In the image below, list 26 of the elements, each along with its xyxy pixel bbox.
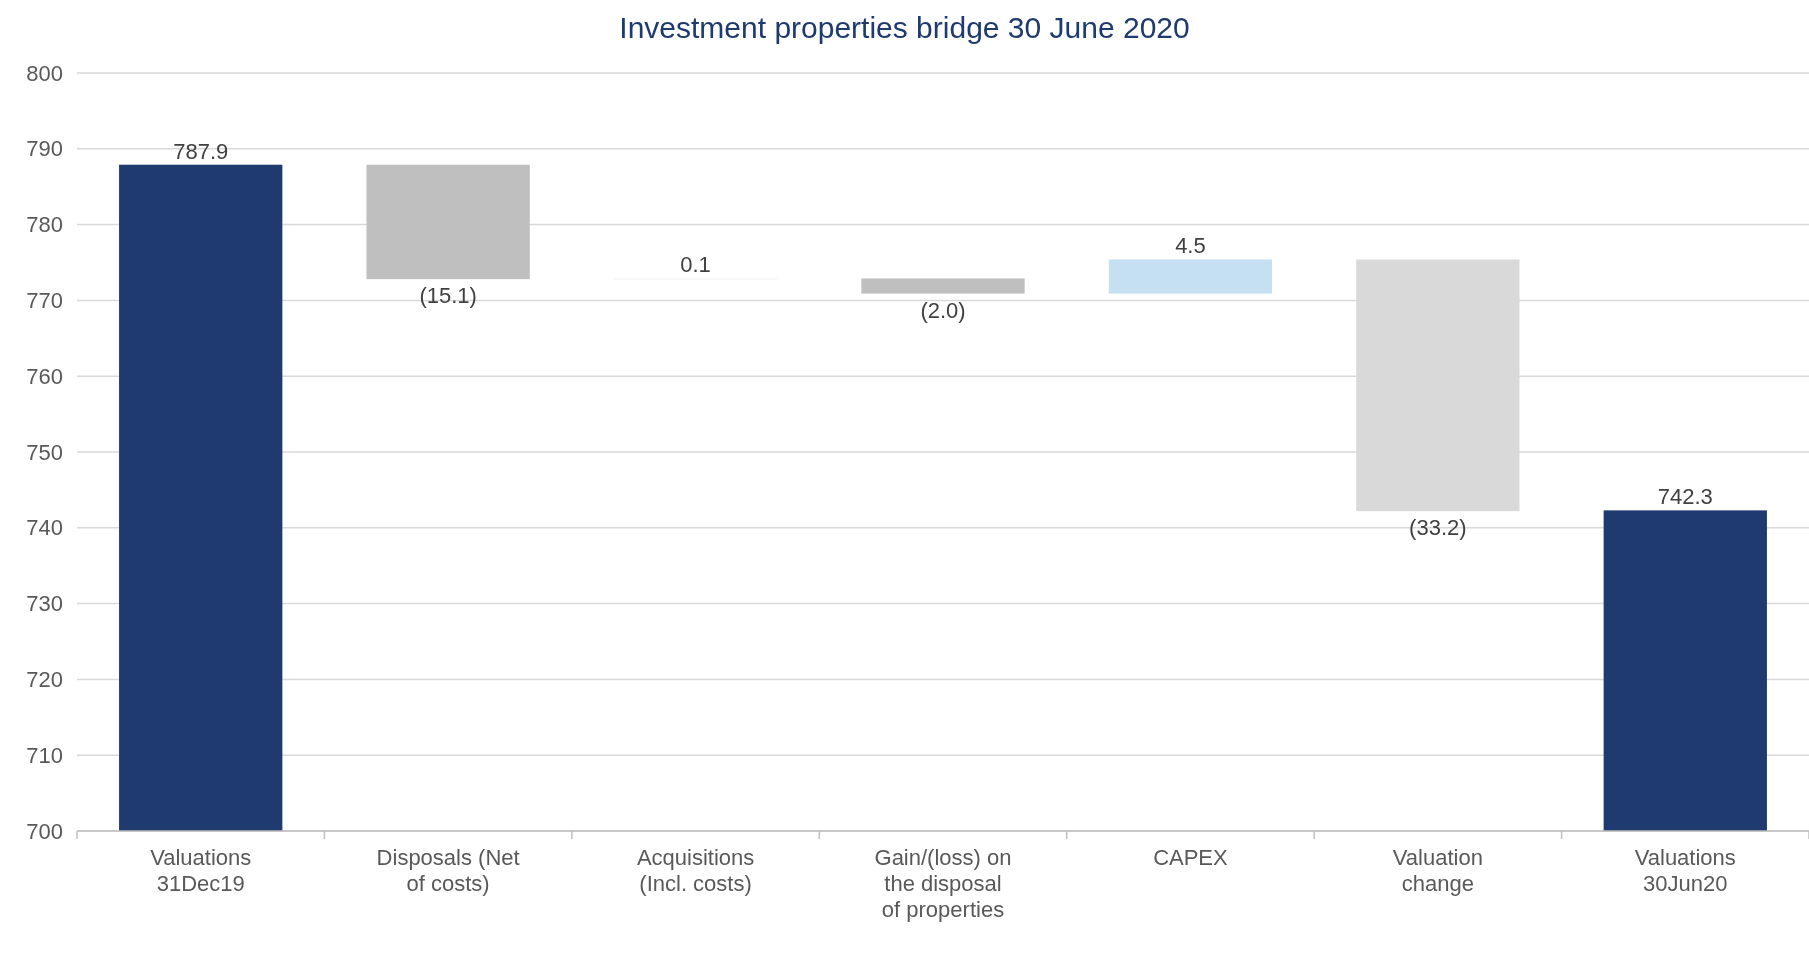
x-tick-label: CAPEX (1153, 845, 1229, 870)
x-tick-label: Gain/(loss) on the disposal of properties (874, 845, 1012, 922)
y-tick-label: 750 (26, 439, 63, 465)
data-label: (15.1) (419, 283, 477, 309)
y-tick-label: 740 (26, 515, 63, 541)
x-tick-label: Disposals (Net of costs) (376, 845, 520, 896)
data-label: 787.9 (173, 138, 229, 164)
chart-title: Investment properties bridge 30 June 2020 (619, 11, 1190, 44)
data-label: 4.5 (1175, 233, 1206, 259)
x-tick-label: Valuations 31Dec19 (150, 845, 252, 896)
data-label: 742.3 (1657, 484, 1713, 510)
y-tick-label: 700 (26, 818, 63, 844)
y-tick-label: 770 (26, 287, 63, 313)
y-tick-label: 800 (26, 60, 63, 86)
x-tick-label: Valuations 30Jun20 (1634, 845, 1736, 896)
data-label: (33.2) (1409, 515, 1467, 541)
x-tick-label: Acquisitions (Incl. costs) (636, 845, 755, 896)
data-label: 0.1 (680, 252, 711, 278)
y-tick-label: 710 (26, 742, 63, 768)
y-tick-label: 720 (26, 666, 63, 692)
data-label: (2.0) (920, 297, 966, 323)
y-tick-label: 760 (26, 363, 63, 389)
x-tick-label: Valuation change (1392, 845, 1483, 896)
y-tick-label: 780 (26, 212, 63, 238)
y-tick-label: 790 (26, 136, 63, 162)
y-tick-label: 730 (26, 591, 63, 617)
